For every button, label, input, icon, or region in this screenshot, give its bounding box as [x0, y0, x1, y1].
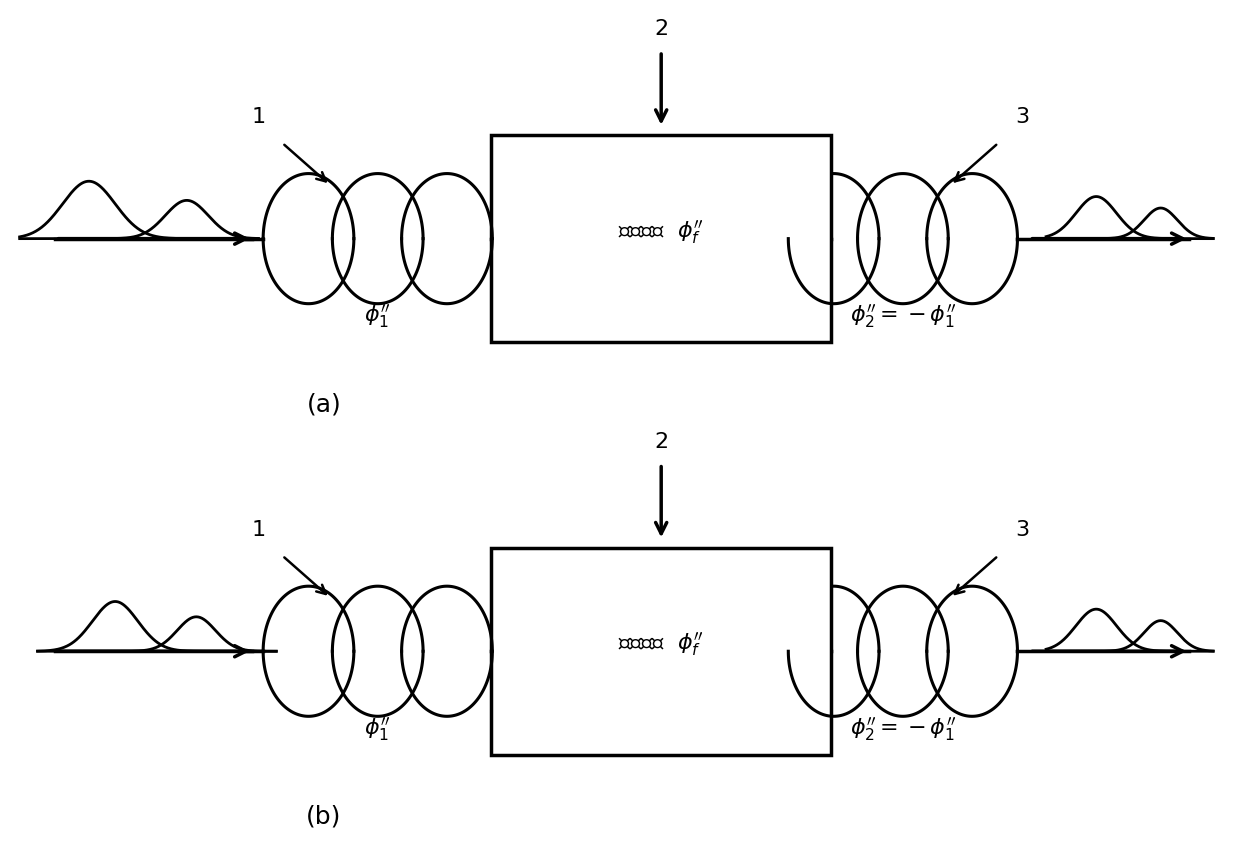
Text: $\phi_1''$: $\phi_1''$ — [365, 714, 391, 741]
Text: (a): (a) — [306, 392, 341, 416]
Text: 时间透镜  $\phi_f''$: 时间透镜 $\phi_f''$ — [619, 218, 704, 245]
Bar — [491, 136, 831, 343]
Text: $\phi_2''=-\phi_1''$: $\phi_2''=-\phi_1''$ — [849, 302, 956, 330]
Text: 1: 1 — [252, 519, 265, 539]
Text: 1: 1 — [252, 107, 265, 127]
Text: 3: 3 — [1016, 519, 1029, 539]
Text: $\phi_1''$: $\phi_1''$ — [365, 302, 391, 330]
Bar — [491, 549, 831, 755]
Text: 时间透镜  $\phi_f''$: 时间透镜 $\phi_f''$ — [619, 630, 704, 658]
Text: $\phi_2''=-\phi_1''$: $\phi_2''=-\phi_1''$ — [849, 714, 956, 741]
Text: 3: 3 — [1016, 107, 1029, 127]
Text: (b): (b) — [306, 803, 342, 828]
Text: 2: 2 — [655, 431, 668, 452]
Text: 2: 2 — [655, 19, 668, 39]
